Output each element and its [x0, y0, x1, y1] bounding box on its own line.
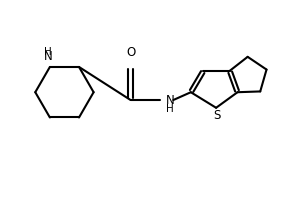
- Text: N: N: [166, 94, 174, 106]
- Text: S: S: [213, 109, 221, 122]
- Text: H: H: [166, 104, 173, 114]
- Text: H: H: [44, 47, 52, 57]
- Text: O: O: [126, 46, 135, 59]
- Text: N: N: [44, 50, 52, 63]
